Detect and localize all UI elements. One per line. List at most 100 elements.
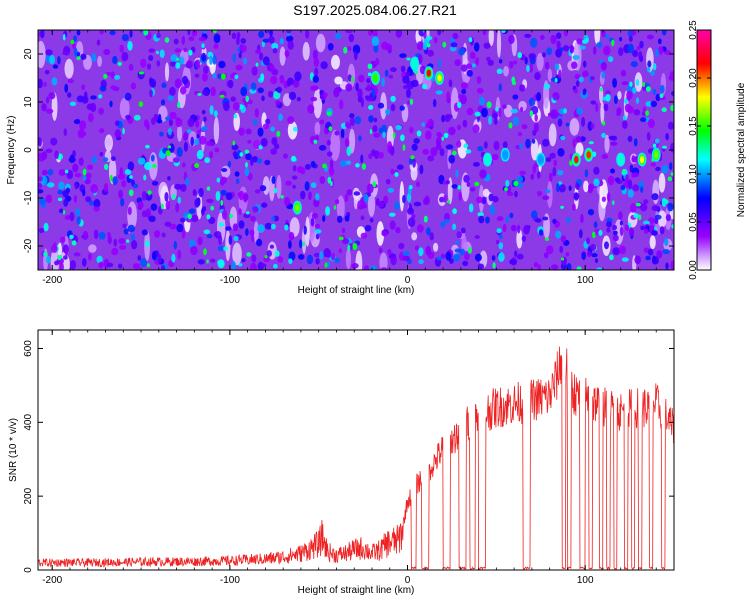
heatmap-cell xyxy=(619,37,623,42)
heatmap-cell xyxy=(594,258,599,264)
heatmap-x-tick-label: 0 xyxy=(405,275,411,286)
heatmap-cell xyxy=(126,239,130,243)
heatmap-cell xyxy=(622,120,628,129)
heatmap-cell xyxy=(288,91,297,101)
heatmap-cell xyxy=(308,191,312,201)
heatmap-cell xyxy=(407,217,416,228)
heatmap-cell xyxy=(633,109,641,116)
heatmap-cell xyxy=(347,63,356,88)
heatmap-cell xyxy=(212,54,217,65)
heatmap-cell xyxy=(512,81,516,86)
heatmap-cell xyxy=(426,43,431,48)
heatmap-cell xyxy=(486,101,492,109)
heatmap-cell xyxy=(272,47,278,54)
heatmap-cell xyxy=(82,258,87,267)
heatmap-cell xyxy=(231,260,236,270)
heatmap-cell xyxy=(159,131,164,137)
heatmap-cell xyxy=(145,240,150,247)
heatmap-cell xyxy=(217,259,225,269)
heatmap-cell xyxy=(394,172,399,177)
heatmap-cell xyxy=(252,119,258,126)
heatmap-cell xyxy=(147,263,150,268)
heatmap-cell xyxy=(347,74,352,82)
heatmap-cell xyxy=(239,44,247,53)
heatmap-cell xyxy=(505,216,510,224)
heatmap-cell xyxy=(243,57,248,65)
heatmap-cell xyxy=(609,254,614,261)
heatmap-cell xyxy=(533,262,539,268)
heatmap-cell xyxy=(167,145,172,149)
heatmap-cell xyxy=(238,52,242,59)
heatmap-cell xyxy=(419,164,424,175)
heatmap-cell xyxy=(296,165,304,174)
heatmap-cell xyxy=(557,170,564,176)
heatmap-cell xyxy=(91,156,98,164)
heatmap-cell xyxy=(371,149,376,157)
heatmap-cell xyxy=(491,153,499,161)
heatmap-cell xyxy=(454,59,461,67)
heatmap-cell xyxy=(596,267,603,270)
heatmap-cell xyxy=(220,189,227,196)
heatmap-cell xyxy=(446,91,450,102)
heatmap-cell xyxy=(632,87,637,94)
heatmap-cell xyxy=(232,242,242,266)
heatmap-cell xyxy=(493,116,498,125)
heatmap-cell xyxy=(293,126,298,132)
heatmap-cell xyxy=(531,138,536,144)
heatmap-cell xyxy=(216,177,221,183)
heatmap-cell xyxy=(409,98,414,105)
heatmap-cell xyxy=(294,71,302,82)
heatmap-cell xyxy=(67,78,74,84)
heatmap-cell xyxy=(182,75,188,85)
heatmap-cell xyxy=(238,127,245,136)
heatmap-cell xyxy=(312,49,318,60)
heatmap-cell xyxy=(437,59,442,68)
heatmap-cell xyxy=(73,194,78,203)
heatmap-cell xyxy=(372,30,378,38)
heatmap-cell xyxy=(355,82,359,92)
heatmap-cell xyxy=(73,119,81,125)
heatmap-cell xyxy=(549,152,556,159)
heatmap-cell xyxy=(218,222,224,227)
heatmap-cell xyxy=(243,193,248,203)
heatmap-cell xyxy=(371,88,376,98)
heatmap-cell xyxy=(273,263,278,269)
heatmap-cell xyxy=(572,55,580,60)
heatmap-cell xyxy=(620,185,626,191)
heatmap-cell xyxy=(114,129,122,139)
heatmap-cell xyxy=(552,166,557,177)
heatmap-cell xyxy=(454,248,462,253)
heatmap-cell xyxy=(457,185,462,190)
heatmap-cell xyxy=(222,209,227,220)
heatmap-cell xyxy=(157,254,162,264)
heatmap-cell xyxy=(304,163,311,170)
heatmap-cell xyxy=(232,223,238,232)
heatmap-cell xyxy=(256,158,263,164)
heatmap-cell xyxy=(304,181,310,192)
heatmap-cell xyxy=(51,92,58,122)
heatmap-cell xyxy=(659,226,665,235)
heatmap-cell xyxy=(645,110,649,116)
heatmap-cell xyxy=(208,216,216,225)
heatmap-cell xyxy=(285,180,292,186)
heatmap-cell xyxy=(355,163,360,168)
heatmap-cell xyxy=(665,133,669,141)
heatmap-cell xyxy=(369,218,374,223)
heatmap-cell xyxy=(129,175,133,179)
heatmap-cell xyxy=(517,52,522,59)
heatmap-cell xyxy=(354,50,358,61)
heatmap-cell xyxy=(338,236,344,241)
heatmap-cell xyxy=(194,163,200,168)
heatmap-cell xyxy=(127,40,133,51)
heatmap-cell xyxy=(478,215,485,224)
heatmap-cell xyxy=(203,116,207,122)
heatmap-cell xyxy=(605,90,611,96)
heatmap-cell xyxy=(254,189,261,194)
heatmap-cell xyxy=(630,61,638,68)
heatmap-cell xyxy=(499,59,503,64)
heatmap-cell xyxy=(279,37,284,45)
heatmap-cell xyxy=(160,203,164,210)
heatmap-cell xyxy=(575,80,580,87)
heatmap-cell xyxy=(612,247,620,256)
heatmap-cell xyxy=(629,164,634,173)
